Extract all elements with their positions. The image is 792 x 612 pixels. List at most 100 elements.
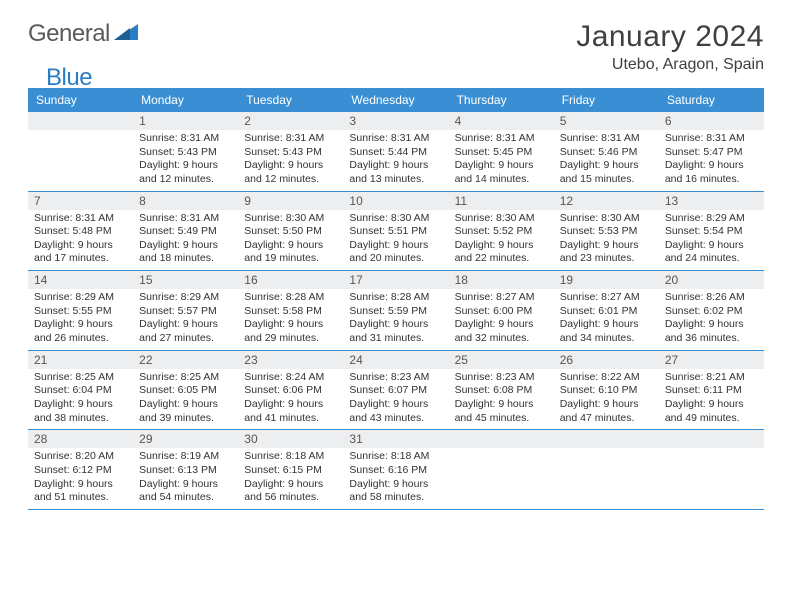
day-number: 3 — [343, 112, 448, 130]
day-details: Sunrise: 8:30 AMSunset: 5:50 PMDaylight:… — [238, 210, 343, 271]
daylight: Daylight: 9 hours and 36 minutes. — [665, 318, 758, 345]
brand-logo: General — [28, 20, 142, 48]
weekday-label: Thursday — [449, 88, 554, 112]
daylight: Daylight: 9 hours and 16 minutes. — [665, 159, 758, 186]
weeks-container: 1Sunrise: 8:31 AMSunset: 5:43 PMDaylight… — [28, 112, 764, 510]
day-cell: 10Sunrise: 8:30 AMSunset: 5:51 PMDayligh… — [343, 192, 448, 271]
sunset: Sunset: 5:43 PM — [139, 146, 232, 160]
day-number: 12 — [554, 192, 659, 210]
sunset: Sunset: 6:04 PM — [34, 384, 127, 398]
sunrise: Sunrise: 8:25 AM — [139, 371, 232, 385]
day-cell: 1Sunrise: 8:31 AMSunset: 5:43 PMDaylight… — [133, 112, 238, 191]
day-details — [659, 448, 764, 454]
day-cell: 27Sunrise: 8:21 AMSunset: 6:11 PMDayligh… — [659, 351, 764, 430]
day-cell: 13Sunrise: 8:29 AMSunset: 5:54 PMDayligh… — [659, 192, 764, 271]
day-details: Sunrise: 8:27 AMSunset: 6:00 PMDaylight:… — [449, 289, 554, 350]
day-cell: 7Sunrise: 8:31 AMSunset: 5:48 PMDaylight… — [28, 192, 133, 271]
day-cell: 20Sunrise: 8:26 AMSunset: 6:02 PMDayligh… — [659, 271, 764, 350]
day-number: 25 — [449, 351, 554, 369]
daylight: Daylight: 9 hours and 12 minutes. — [139, 159, 232, 186]
day-number: 27 — [659, 351, 764, 369]
day-details: Sunrise: 8:31 AMSunset: 5:46 PMDaylight:… — [554, 130, 659, 191]
daylight: Daylight: 9 hours and 56 minutes. — [244, 478, 337, 505]
day-details: Sunrise: 8:31 AMSunset: 5:48 PMDaylight:… — [28, 210, 133, 271]
sunset: Sunset: 6:13 PM — [139, 464, 232, 478]
day-details: Sunrise: 8:18 AMSunset: 6:16 PMDaylight:… — [343, 448, 448, 509]
sunset: Sunset: 5:51 PM — [349, 225, 442, 239]
sunset: Sunset: 6:00 PM — [455, 305, 548, 319]
day-details: Sunrise: 8:29 AMSunset: 5:54 PMDaylight:… — [659, 210, 764, 271]
day-number — [554, 430, 659, 448]
sunrise: Sunrise: 8:30 AM — [244, 212, 337, 226]
daylight: Daylight: 9 hours and 19 minutes. — [244, 239, 337, 266]
day-details: Sunrise: 8:30 AMSunset: 5:53 PMDaylight:… — [554, 210, 659, 271]
day-number: 31 — [343, 430, 448, 448]
location: Utebo, Aragon, Spain — [576, 56, 764, 74]
day-number: 22 — [133, 351, 238, 369]
sunset: Sunset: 6:01 PM — [560, 305, 653, 319]
day-cell: 22Sunrise: 8:25 AMSunset: 6:05 PMDayligh… — [133, 351, 238, 430]
daylight: Daylight: 9 hours and 31 minutes. — [349, 318, 442, 345]
sunrise: Sunrise: 8:28 AM — [244, 291, 337, 305]
day-number: 9 — [238, 192, 343, 210]
day-details: Sunrise: 8:22 AMSunset: 6:10 PMDaylight:… — [554, 369, 659, 430]
day-cell: 24Sunrise: 8:23 AMSunset: 6:07 PMDayligh… — [343, 351, 448, 430]
day-cell: 3Sunrise: 8:31 AMSunset: 5:44 PMDaylight… — [343, 112, 448, 191]
sunrise: Sunrise: 8:18 AM — [349, 450, 442, 464]
day-cell: 23Sunrise: 8:24 AMSunset: 6:06 PMDayligh… — [238, 351, 343, 430]
daylight: Daylight: 9 hours and 15 minutes. — [560, 159, 653, 186]
daylight: Daylight: 9 hours and 51 minutes. — [34, 478, 127, 505]
sunrise: Sunrise: 8:27 AM — [455, 291, 548, 305]
month-title: January 2024 — [576, 20, 764, 54]
sunrise: Sunrise: 8:20 AM — [34, 450, 127, 464]
title-block: January 2024 Utebo, Aragon, Spain — [576, 20, 764, 74]
sunset: Sunset: 5:58 PM — [244, 305, 337, 319]
sunrise: Sunrise: 8:30 AM — [455, 212, 548, 226]
day-number: 21 — [28, 351, 133, 369]
sunrise: Sunrise: 8:31 AM — [560, 132, 653, 146]
sunrise: Sunrise: 8:31 AM — [139, 212, 232, 226]
day-details: Sunrise: 8:28 AMSunset: 5:59 PMDaylight:… — [343, 289, 448, 350]
day-number: 26 — [554, 351, 659, 369]
sunset: Sunset: 5:55 PM — [34, 305, 127, 319]
sunrise: Sunrise: 8:26 AM — [665, 291, 758, 305]
brand-word2: Blue — [46, 64, 92, 91]
day-details: Sunrise: 8:24 AMSunset: 6:06 PMDaylight:… — [238, 369, 343, 430]
day-cell: 4Sunrise: 8:31 AMSunset: 5:45 PMDaylight… — [449, 112, 554, 191]
sunset: Sunset: 5:48 PM — [34, 225, 127, 239]
day-number: 1 — [133, 112, 238, 130]
day-details: Sunrise: 8:31 AMSunset: 5:47 PMDaylight:… — [659, 130, 764, 191]
sunset: Sunset: 5:49 PM — [139, 225, 232, 239]
day-cell: 26Sunrise: 8:22 AMSunset: 6:10 PMDayligh… — [554, 351, 659, 430]
weekday-label: Tuesday — [238, 88, 343, 112]
daylight: Daylight: 9 hours and 24 minutes. — [665, 239, 758, 266]
day-number — [449, 430, 554, 448]
day-details: Sunrise: 8:26 AMSunset: 6:02 PMDaylight:… — [659, 289, 764, 350]
day-number: 8 — [133, 192, 238, 210]
sunrise: Sunrise: 8:31 AM — [139, 132, 232, 146]
day-number: 20 — [659, 271, 764, 289]
sunrise: Sunrise: 8:31 AM — [455, 132, 548, 146]
sunrise: Sunrise: 8:29 AM — [665, 212, 758, 226]
daylight: Daylight: 9 hours and 54 minutes. — [139, 478, 232, 505]
sunrise: Sunrise: 8:31 AM — [349, 132, 442, 146]
day-details: Sunrise: 8:19 AMSunset: 6:13 PMDaylight:… — [133, 448, 238, 509]
sunrise: Sunrise: 8:30 AM — [349, 212, 442, 226]
sunrise: Sunrise: 8:29 AM — [34, 291, 127, 305]
sunset: Sunset: 6:11 PM — [665, 384, 758, 398]
day-cell: 17Sunrise: 8:28 AMSunset: 5:59 PMDayligh… — [343, 271, 448, 350]
sunset: Sunset: 5:47 PM — [665, 146, 758, 160]
sunrise: Sunrise: 8:29 AM — [139, 291, 232, 305]
sunrise: Sunrise: 8:19 AM — [139, 450, 232, 464]
weekday-label: Monday — [133, 88, 238, 112]
brand-word1: General — [28, 20, 110, 48]
day-number: 7 — [28, 192, 133, 210]
daylight: Daylight: 9 hours and 34 minutes. — [560, 318, 653, 345]
day-details — [449, 448, 554, 454]
sunrise: Sunrise: 8:31 AM — [34, 212, 127, 226]
day-details — [28, 130, 133, 136]
day-details: Sunrise: 8:31 AMSunset: 5:43 PMDaylight:… — [133, 130, 238, 191]
daylight: Daylight: 9 hours and 20 minutes. — [349, 239, 442, 266]
sunrise: Sunrise: 8:23 AM — [455, 371, 548, 385]
day-details: Sunrise: 8:28 AMSunset: 5:58 PMDaylight:… — [238, 289, 343, 350]
